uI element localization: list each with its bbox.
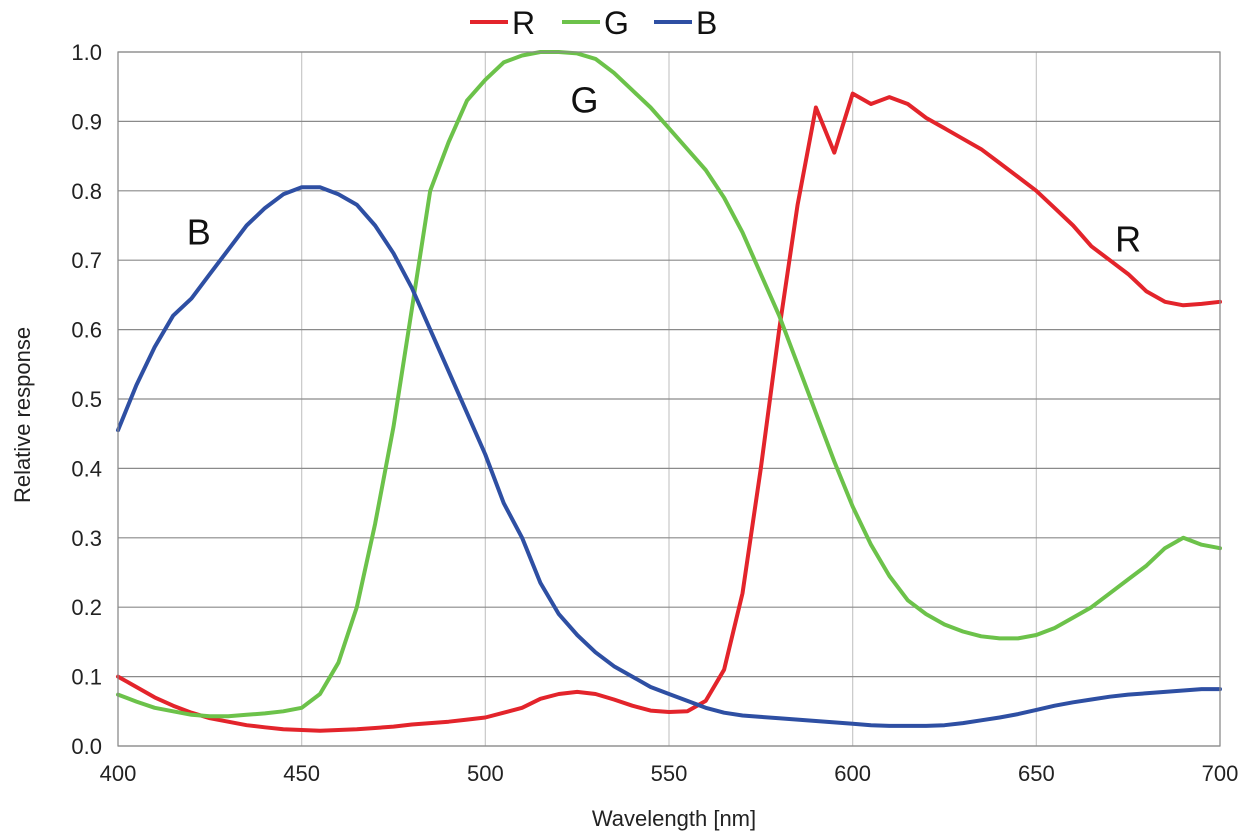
- y-tick-label: 1.0: [71, 40, 102, 65]
- y-tick-label: 0.5: [71, 387, 102, 412]
- curve-annotation: B: [187, 211, 211, 252]
- series-line-g: [116, 50, 1222, 719]
- y-tick-label: 0.4: [71, 456, 102, 481]
- y-tick-label: 0.6: [71, 318, 102, 343]
- x-tick-label: 450: [283, 761, 320, 786]
- legend-label-r: R: [512, 5, 535, 41]
- x-tick-label: 700: [1202, 761, 1239, 786]
- x-tick-label: 600: [834, 761, 871, 786]
- y-tick-label: 0.7: [71, 248, 102, 273]
- plot-frame: [117, 51, 1221, 747]
- y-tick-label: 0.8: [71, 179, 102, 204]
- curve-annotation: G: [571, 80, 599, 121]
- curve-annotations: B G R: [187, 80, 1141, 260]
- y-axis-label: Relative response: [10, 327, 35, 503]
- y-tick-label: 0.1: [71, 665, 102, 690]
- x-tick-label: 400: [100, 761, 137, 786]
- x-axis-label: Wavelength [nm]: [592, 806, 756, 831]
- y-tick-label: 0.2: [71, 595, 102, 620]
- y-tick-label: 0.0: [71, 734, 102, 759]
- series-lines: [116, 50, 1222, 733]
- axes: [117, 51, 1221, 747]
- tick-labels: 400 450 500 550 600 650 700 0.0 0.1 0.2 0.3 0.4 0.5 0…: [71, 40, 1238, 786]
- x-tick-label: 650: [1018, 761, 1055, 786]
- series-line-r: [116, 91, 1222, 733]
- legend-label-b: B: [696, 5, 717, 41]
- curve-annotation: R: [1115, 218, 1141, 259]
- grid-lines: [117, 51, 1221, 747]
- y-tick-label: 0.9: [71, 109, 102, 134]
- y-tick-label: 0.3: [71, 526, 102, 551]
- x-tick-label: 550: [651, 761, 688, 786]
- x-tick-label: 500: [467, 761, 504, 786]
- series-line-b: [116, 185, 1222, 728]
- legend-label-g: G: [604, 5, 629, 41]
